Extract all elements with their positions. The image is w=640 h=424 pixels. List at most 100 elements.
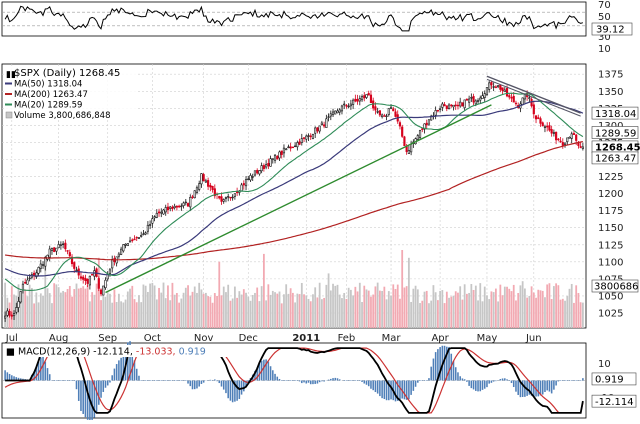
volume-bar <box>337 285 339 328</box>
candle-body <box>4 316 6 318</box>
volume-bar <box>69 286 71 328</box>
macd-hist-bar <box>566 381 568 382</box>
candle-body <box>419 131 421 138</box>
macd-hist-bar <box>357 381 359 382</box>
candle-body <box>504 90 506 92</box>
volume-bar <box>209 297 211 328</box>
candle-body <box>118 254 120 256</box>
macd-hist-bar <box>232 381 234 403</box>
volume-bar <box>470 284 472 328</box>
macd-hist-bar <box>65 381 67 382</box>
legend-item: Volume 3,800,686,848 <box>6 111 111 121</box>
candle-body <box>406 147 408 152</box>
candle <box>163 209 165 215</box>
candle-body <box>11 315 13 316</box>
price-badge: 1289.59 <box>592 126 638 139</box>
candle-body <box>479 98 481 100</box>
volume-bar <box>549 283 551 328</box>
candle-body <box>477 101 479 102</box>
macd-badge-text: 0.919 <box>595 375 624 386</box>
candle-body <box>390 107 392 108</box>
x-tick-label: Oct <box>144 333 161 344</box>
volume-bar <box>415 286 417 328</box>
macd-hist-bar <box>274 374 276 381</box>
candle-body <box>580 147 582 148</box>
candle-body <box>399 123 401 126</box>
volume-bar <box>136 302 138 328</box>
price-tick-label: 1175 <box>598 206 623 217</box>
volume-bar <box>578 293 580 328</box>
volume-bar <box>520 285 522 328</box>
candle <box>486 87 488 95</box>
volume-bar <box>73 289 75 328</box>
candle <box>401 125 403 138</box>
volume-bar <box>276 294 278 328</box>
macd-hist-bar <box>350 381 352 382</box>
macd-hist-bar <box>334 378 336 381</box>
macd-hist-bar <box>553 381 555 390</box>
candle-body <box>256 170 258 173</box>
volume-bar <box>198 283 200 328</box>
macd-hist-bar <box>294 381 296 382</box>
macd-hist-bar <box>183 381 185 382</box>
volume-bar <box>263 254 265 328</box>
volume-bar <box>357 291 359 328</box>
rsi-badge: 39.12 <box>592 23 632 36</box>
macd-hist-bar <box>243 381 245 392</box>
macd-hist-bar <box>227 381 229 399</box>
volume-bar <box>131 286 133 328</box>
macd-hist-bar <box>138 376 140 381</box>
volume-bar <box>428 303 430 328</box>
candle-body <box>370 95 372 103</box>
volume-bar <box>560 300 562 328</box>
volume-bar <box>321 299 323 328</box>
volume-bar <box>58 287 60 328</box>
candle-body <box>457 105 459 106</box>
legend-label: MA(50) 1318.04 <box>14 80 82 90</box>
volume-bar <box>301 283 303 328</box>
volume-bar <box>553 286 555 328</box>
volume-bar <box>114 289 116 328</box>
candle-body <box>475 101 477 104</box>
legend-item: MA(20) 1289.59 <box>5 101 82 111</box>
volume-bar <box>127 292 129 328</box>
candle-body <box>129 241 131 242</box>
x-tick-label: Nov <box>194 333 214 344</box>
candle-body <box>178 206 180 207</box>
macd-hist-bar <box>276 377 278 381</box>
macd-hist-bar <box>216 381 218 382</box>
candle-body <box>542 123 544 126</box>
volume-bar <box>537 290 539 328</box>
candle <box>96 267 98 277</box>
x-tick-label: Jul <box>5 333 18 344</box>
candle-body <box>426 123 428 125</box>
macd-hist-bar <box>288 381 290 382</box>
volume-bar <box>379 291 381 328</box>
candle-body <box>254 171 256 175</box>
candle-body <box>24 282 26 283</box>
candle-body <box>566 138 568 142</box>
price-badge-text: 1289.59 <box>595 128 636 139</box>
volume-bar <box>125 300 127 328</box>
candle-body <box>464 100 466 108</box>
candle-body <box>134 239 136 240</box>
volume-bar <box>484 287 486 328</box>
macd-hist-bar <box>47 368 49 380</box>
candle-body <box>268 163 270 166</box>
volume-bar <box>11 286 13 328</box>
candle-body <box>495 87 497 88</box>
volume-bar <box>446 292 448 328</box>
candle-body <box>450 105 452 106</box>
legend-swatch <box>6 112 12 118</box>
candle-body <box>7 311 9 315</box>
macd-hist-bar <box>428 378 430 380</box>
candle-body <box>453 105 455 107</box>
x-tick-label: Aug <box>49 333 69 344</box>
candle-body <box>80 277 82 279</box>
candle-body <box>350 104 352 106</box>
candle <box>127 243 129 246</box>
volume-bar <box>582 303 584 328</box>
candle-body <box>276 156 278 159</box>
candle-body <box>163 210 165 214</box>
